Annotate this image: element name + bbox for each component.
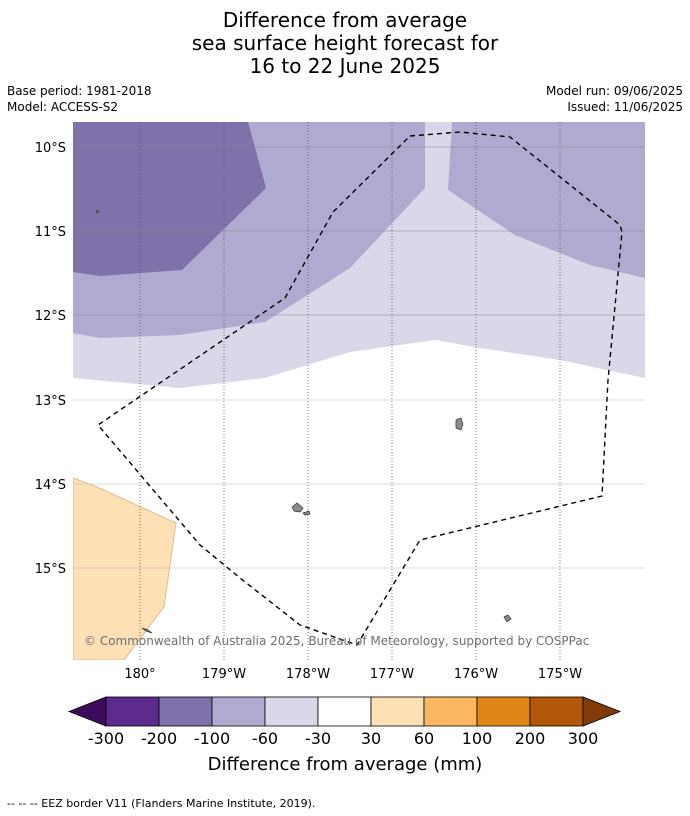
colorbar-segment-3 <box>264 696 319 727</box>
island-north-west <box>95 209 100 214</box>
colorbar-segment-1 <box>158 696 213 727</box>
colorbar-segment-2 <box>211 696 266 727</box>
lat-label-12S: 12°S <box>35 309 66 324</box>
colorbar-tick-30: 30 <box>361 729 381 748</box>
base-period: Base period: 1981-2018 <box>7 84 152 98</box>
island-south-west <box>141 627 153 634</box>
colorbar-segment-4 <box>317 696 372 727</box>
colorbar-tick-minus-300: -300 <box>88 729 124 748</box>
lon-label-177W: 177°W <box>370 667 414 682</box>
colorbar-segment-0 <box>105 696 160 727</box>
title-line-1: Difference from average <box>222 8 468 32</box>
lat-label-13S: 13°S <box>35 394 66 409</box>
lon-label-175W: 175°W <box>538 667 582 682</box>
lat-label-15S: 15°S <box>35 562 66 577</box>
issued-date: Issued: 11/06/2025 <box>567 100 683 114</box>
colorbar-tick-200: 200 <box>515 729 546 748</box>
colorbar-tick-minus-100: -100 <box>194 729 230 748</box>
colorbar-tick-minus-60: -60 <box>252 729 278 748</box>
anomaly-region-plus-30-60 <box>73 477 177 660</box>
map-copyright: © Commonwealth of Australia 2025, Bureau… <box>84 634 589 648</box>
model-run: Model run: 09/06/2025 <box>545 84 683 98</box>
colorbar-segment-5 <box>370 696 425 727</box>
colorbar-segment-7 <box>476 696 531 727</box>
colorbar-tick-minus-30: -30 <box>305 729 331 748</box>
lat-label-14S: 14°S <box>35 478 66 493</box>
colorbar-title: Difference from average (mm) <box>208 754 483 775</box>
colorbar-segment-8 <box>529 696 584 727</box>
lat-label-10S: 10°S <box>35 141 66 156</box>
eez-border <box>96 131 623 646</box>
lon-label-180: 180° <box>124 667 155 682</box>
anomaly-region-minus-100-60-east <box>448 122 645 278</box>
lon-label-176W: 176°W <box>454 667 498 682</box>
colorbar-extend-low <box>67 696 107 727</box>
island-wallis <box>455 417 464 431</box>
lon-label-179W: 179°W <box>202 667 246 682</box>
colorbar-tick-100: 100 <box>462 729 493 748</box>
model-name: Model: ACCESS-S2 <box>7 100 119 114</box>
colorbar-segment-6 <box>423 696 478 727</box>
title-line-3: 16 to 22 June 2025 <box>249 54 441 78</box>
colorbar-extend-high <box>582 696 622 727</box>
island-south-east <box>503 614 512 623</box>
map: © Commonwealth of Australia 2025, Bureau… <box>35 122 645 682</box>
lat-label-11S: 11°S <box>35 225 66 240</box>
island-futuna <box>291 502 304 513</box>
anomaly-region-minus-200-100 <box>73 122 266 276</box>
eez-legend: -- -- -- EEZ border V11 (Flanders Marine… <box>7 797 316 810</box>
colorbar-tick-minus-200: -200 <box>141 729 177 748</box>
title-line-2: sea surface height forecast for <box>191 31 499 55</box>
lon-label-178W: 178°W <box>286 667 330 682</box>
colorbar-tick-60: 60 <box>414 729 434 748</box>
island-alofi <box>302 510 311 516</box>
colorbar-tick-300: 300 <box>568 729 599 748</box>
